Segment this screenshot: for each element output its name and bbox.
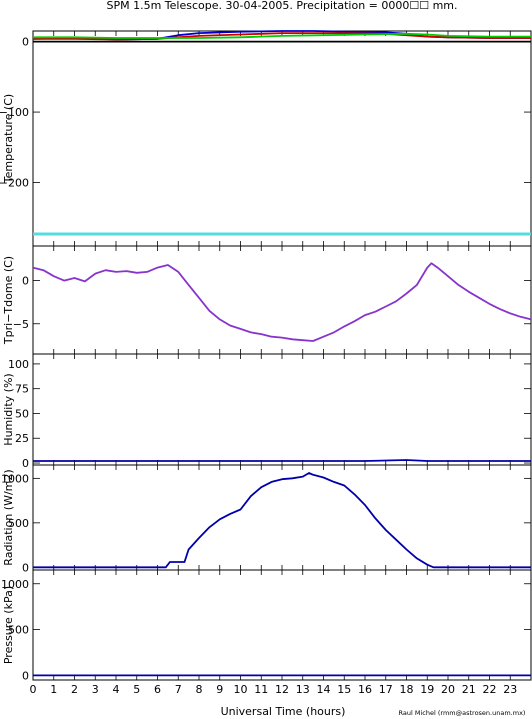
- series-line: [33, 32, 531, 39]
- y-tick-label: 25: [15, 432, 29, 445]
- x-tick-label: 12: [275, 683, 289, 696]
- credit-note: Raul Michel (rmm@astrosen.unam.mx): [399, 709, 526, 717]
- y-tick-label: 500: [8, 624, 29, 637]
- x-axis: 0 1 2 3 4 5 6 7 8 9 10 11 12 13 14 15 16 17 18 19 20 21 22 23: [30, 683, 518, 696]
- series-line: [33, 459, 531, 462]
- x-tick-label: 3: [92, 683, 99, 696]
- y-tick-label: 75: [15, 383, 29, 396]
- y-tick-label: 0: [22, 669, 29, 682]
- panel-frame: [32, 464, 532, 571]
- x-tick-label: 23: [503, 683, 517, 696]
- x-tick-label: 16: [358, 683, 372, 696]
- x-tick-label: 2: [71, 683, 78, 696]
- x-tick-label: 21: [462, 683, 476, 696]
- x-tick-label: 1: [50, 683, 57, 696]
- y-tick-label: 1000: [1, 472, 29, 485]
- series-line: [33, 472, 531, 569]
- x-tick-label: 5: [133, 683, 140, 696]
- y-tick-label: −200: [0, 177, 29, 190]
- panel-frame: [32, 30, 532, 247]
- x-tick-label: 20: [441, 683, 455, 696]
- y-tick-label: −5: [13, 318, 29, 331]
- x-tick-label: 13: [296, 683, 310, 696]
- x-tick-label: 15: [337, 683, 351, 696]
- x-tick-label: 11: [254, 683, 268, 696]
- y-tick-label: 0: [22, 275, 29, 288]
- y-tick-label: −100: [0, 106, 29, 119]
- series-line: [32, 262, 532, 342]
- y-axis-label: Temperature (C): [2, 94, 15, 184]
- y-axis-label: Pressure (kPa): [2, 586, 15, 664]
- x-tick-label: 19: [420, 683, 434, 696]
- x-tick-label: 7: [175, 683, 182, 696]
- x-tick-label: 10: [234, 683, 248, 696]
- x-tick-label: 18: [400, 683, 414, 696]
- y-axis-label: Tpri−Tdome (C): [2, 256, 15, 345]
- y-tick-label: 100: [8, 358, 29, 371]
- panel-frame: [32, 569, 532, 681]
- x-tick-label: 6: [154, 683, 161, 696]
- y-axis-label: Humidity (%): [2, 373, 15, 445]
- x-tick-label: 17: [379, 683, 393, 696]
- y-tick-label: 0: [22, 561, 29, 574]
- y-tick-label: 0: [22, 36, 29, 49]
- y-tick-label: 500: [8, 517, 29, 530]
- y-tick-label: 50: [15, 407, 29, 420]
- x-tick-label: 22: [483, 683, 497, 696]
- x-tick-label: 14: [317, 683, 331, 696]
- chart-title: SPM 1.5m Telescope. 30-04-2005. Precipit…: [106, 0, 457, 12]
- x-tick-label: 8: [196, 683, 203, 696]
- panel-frame: [32, 353, 532, 466]
- y-axis-label: Radiation (W/m2): [2, 469, 15, 565]
- y-tick-label: 0: [22, 457, 29, 470]
- panel-humidity: 0 25 50 75 100 Humidity (%): [2, 353, 532, 470]
- x-tick-label: 0: [30, 683, 37, 696]
- x-tick-label: 4: [113, 683, 120, 696]
- y-tick-label: 1000: [1, 578, 29, 591]
- series-line: [33, 32, 531, 41]
- x-axis-label: Universal Time (hours): [221, 705, 346, 718]
- x-tick-label: 9: [216, 683, 223, 696]
